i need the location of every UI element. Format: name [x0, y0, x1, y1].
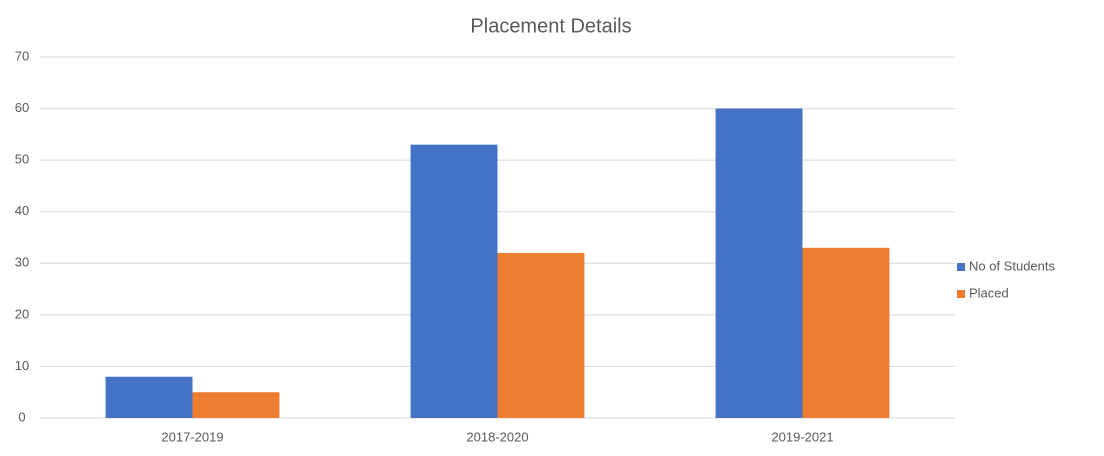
- bar: [715, 108, 803, 419]
- y-tick-label: 0: [18, 409, 25, 424]
- x-tick-label: 2018-2020: [466, 429, 528, 444]
- y-tick-label: 40: [15, 203, 29, 218]
- y-tick-label: 30: [15, 255, 29, 270]
- legend-label: No of Students: [969, 258, 1055, 273]
- chart-title: Placement Details: [470, 15, 631, 37]
- bar: [192, 392, 280, 418]
- legend-label: Placed: [969, 285, 1009, 300]
- legend-swatch: [957, 263, 965, 271]
- y-tick-label: 70: [15, 48, 29, 63]
- y-tick-label: 60: [15, 100, 29, 115]
- legend-swatch: [957, 290, 965, 298]
- x-tick-label: 2017-2019: [161, 429, 223, 444]
- x-tick-label: 2019-2021: [771, 429, 833, 444]
- y-tick-label: 50: [15, 152, 29, 167]
- bar: [105, 376, 193, 418]
- bar: [410, 144, 498, 418]
- y-tick-label: 20: [15, 306, 29, 321]
- bar: [497, 252, 585, 418]
- bar: [802, 247, 890, 418]
- y-tick-label: 10: [15, 358, 29, 373]
